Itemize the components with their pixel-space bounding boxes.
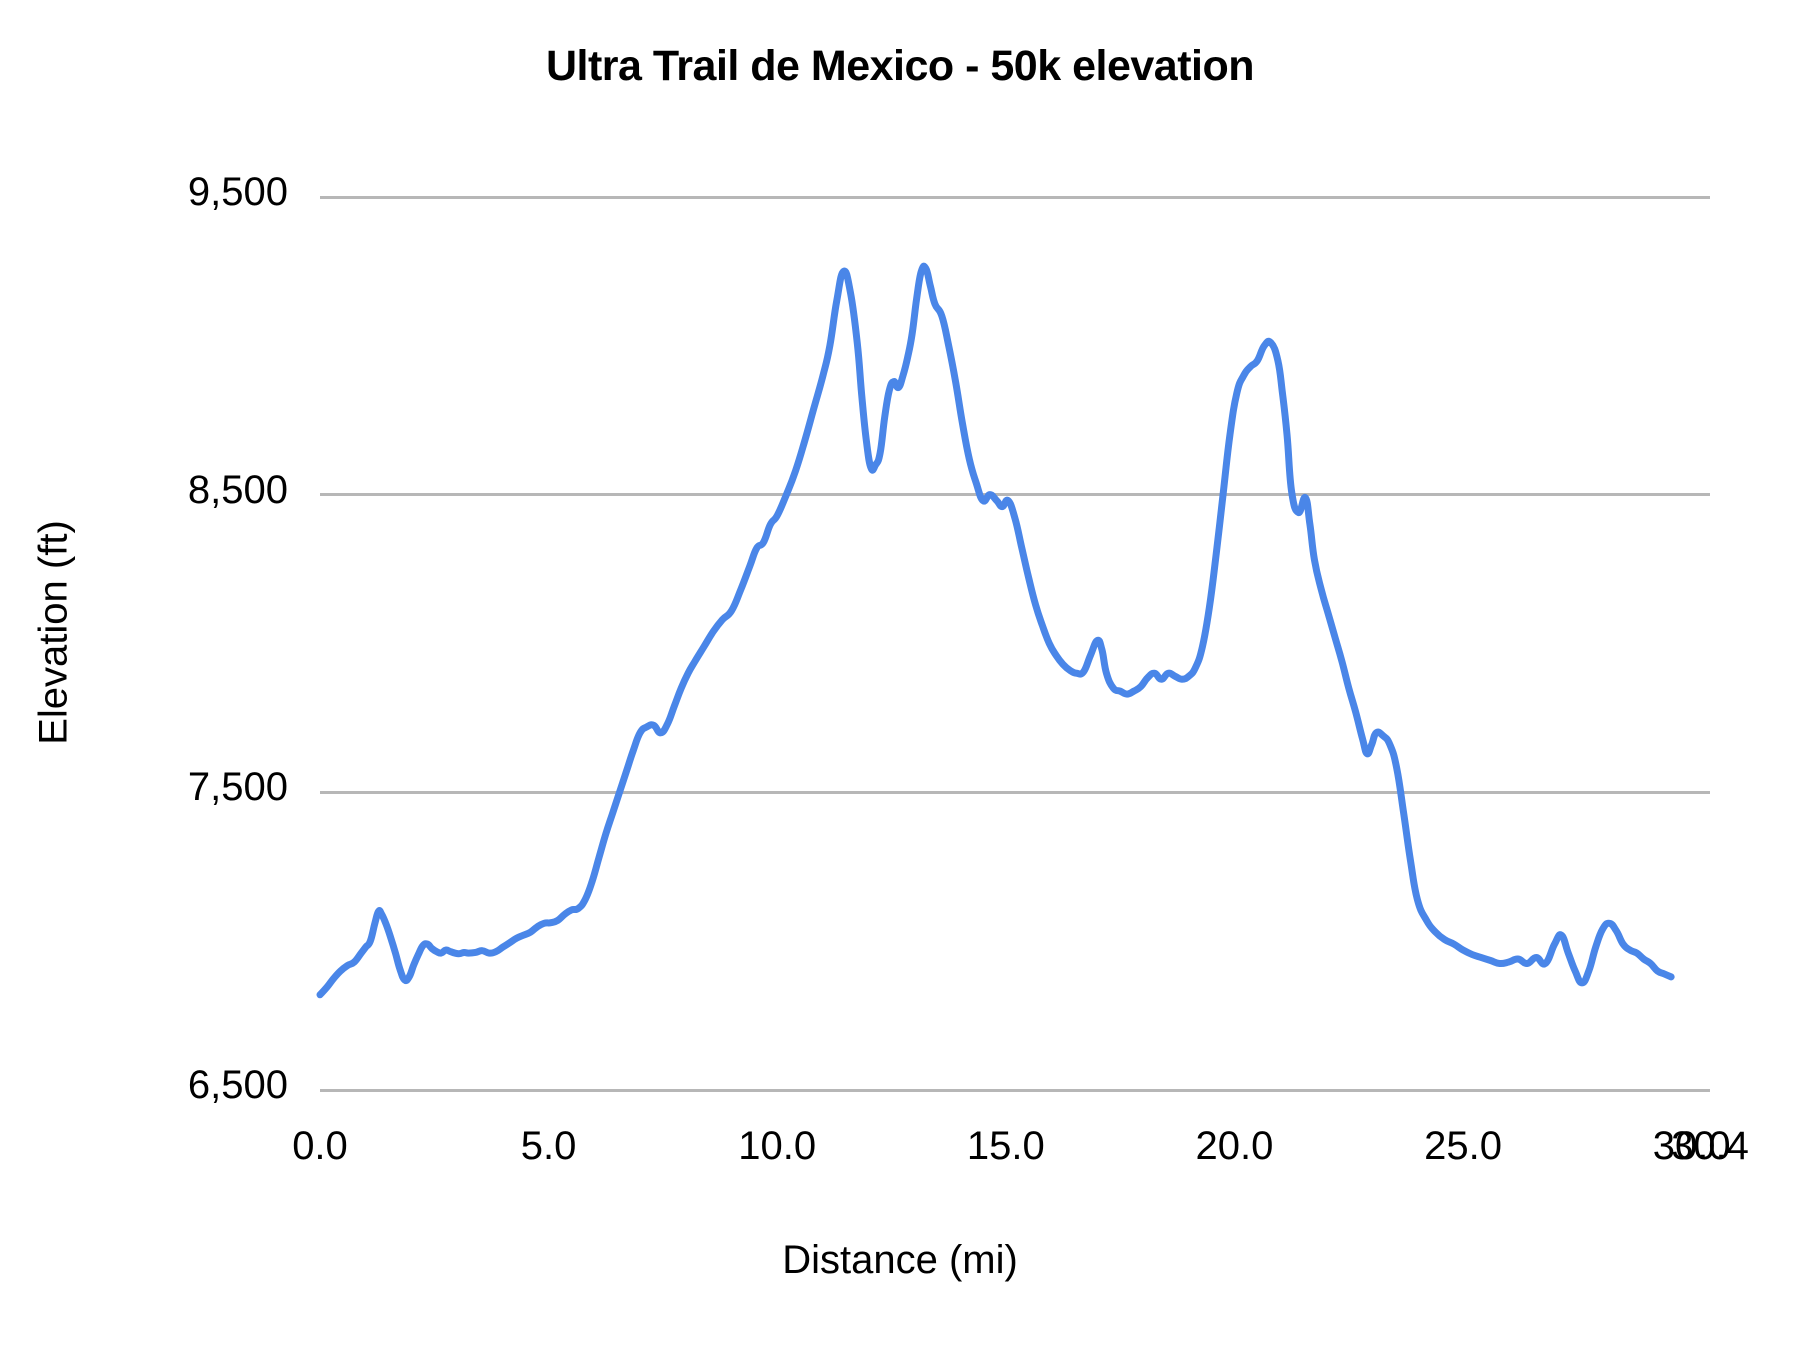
elevation-path xyxy=(316,262,1675,999)
y-tick-label: 6,500 xyxy=(187,1063,288,1107)
x-tick-label: 25.0 xyxy=(1424,1124,1502,1168)
gridline xyxy=(320,493,1710,497)
y-tick-label: 7,500 xyxy=(187,765,288,810)
x-tick-label: 10.0 xyxy=(738,1124,817,1168)
y-tick-label: 8,500 xyxy=(187,467,288,512)
y-tick-label: 9,500 xyxy=(187,170,288,214)
chart-title: Ultra Trail de Mexico - 50k elevation xyxy=(545,42,1255,90)
x-tick-label: 30.4 xyxy=(1671,1124,1749,1168)
x-tick-label: 15.0 xyxy=(966,1124,1045,1168)
gridline xyxy=(320,1088,1710,1092)
x-tick-label: 30.0 xyxy=(1652,1124,1731,1168)
x-tick-label: 0.0 xyxy=(292,1124,348,1168)
x-tick-label: 5.0 xyxy=(520,1124,577,1168)
x-axis-title: Distance (mi) xyxy=(782,1238,1018,1282)
gridline xyxy=(320,790,1710,794)
elevation-profile-line xyxy=(316,262,1675,999)
x-tick-label: 20.0 xyxy=(1195,1124,1274,1168)
plot-area xyxy=(316,195,1710,1092)
gridline xyxy=(320,195,1710,199)
y-axis-title: Elevation (ft) xyxy=(31,520,76,745)
